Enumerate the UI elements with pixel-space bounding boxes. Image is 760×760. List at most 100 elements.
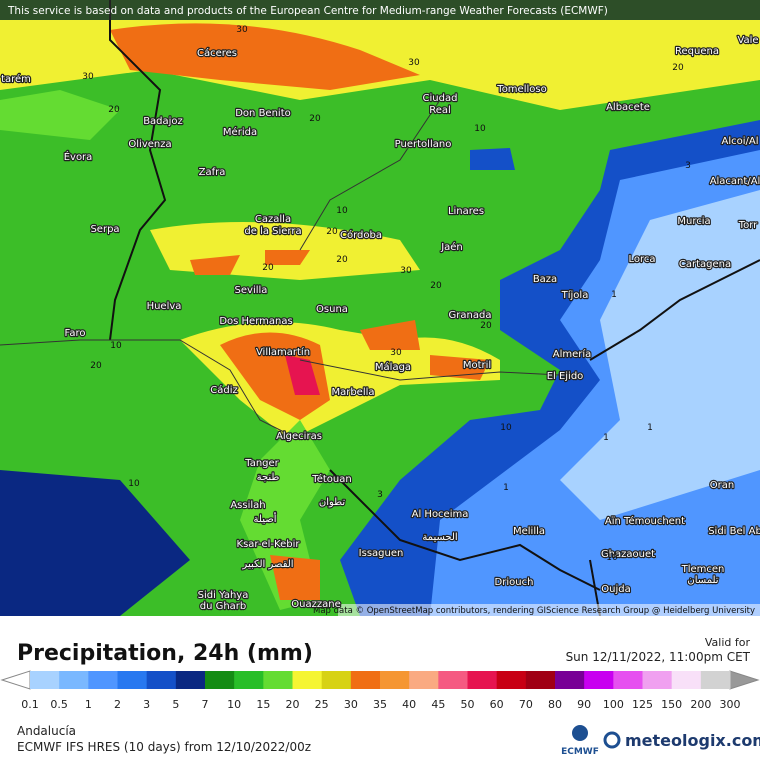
legend-label: 35 <box>373 698 387 711</box>
place-label: de la Sierra <box>244 226 301 237</box>
place-label: Almería <box>553 348 592 360</box>
place-label: Olivenza <box>128 139 171 150</box>
legend-label: 25 <box>315 698 329 711</box>
legend-label: 2 <box>114 698 121 711</box>
contour-label: 10 <box>606 553 618 563</box>
legend-swatch <box>438 671 468 689</box>
banner: This service is based on data and produc… <box>7 5 608 17</box>
place-label: Al Hoceima <box>412 509 469 520</box>
place-label: طنجة <box>257 472 280 483</box>
place-label: Mérida <box>223 126 257 138</box>
place-label: Ciudad <box>423 93 458 104</box>
contour-label: 1 <box>611 290 617 300</box>
place-label: Alacant/Al <box>710 176 760 187</box>
contour-label: 30 <box>408 58 420 68</box>
contour-label: 20 <box>90 361 102 371</box>
place-label: Tomelloso <box>496 84 546 95</box>
legend-label: 0.5 <box>50 698 68 711</box>
place-label: Vale <box>737 35 758 46</box>
contour-label: 30 <box>400 266 412 276</box>
legend-swatch <box>642 671 673 689</box>
contour-label: 20 <box>672 63 684 73</box>
legend-label: 7 <box>202 698 209 711</box>
legend-swatch <box>321 671 352 689</box>
valid-label: Valid for <box>705 636 751 649</box>
legend-label: 100 <box>603 698 624 711</box>
place-label: tarém <box>1 73 31 85</box>
place-label: Córdoba <box>340 229 382 241</box>
legend-label: 20 <box>286 698 300 711</box>
legend-swatch <box>525 671 556 689</box>
contour-label: 20 <box>336 255 348 265</box>
valid-time: Sun 12/11/2022, 11:00pm CET <box>566 650 751 664</box>
legend-swatch <box>292 671 323 689</box>
place-label: Puertollano <box>395 139 452 150</box>
attribution: Map data © OpenStreetMap contributors, r… <box>313 606 755 616</box>
place-label: Ksar-el-Kebir <box>237 539 301 550</box>
place-label: Algeciras <box>276 431 322 442</box>
contour-label: 20 <box>480 321 492 331</box>
legend-label: 45 <box>431 698 445 711</box>
place-label: Faro <box>65 328 86 339</box>
contour-label: 3 <box>377 490 383 500</box>
legend-swatch <box>613 671 643 689</box>
place-label: تطوان <box>319 497 345 508</box>
legend-swatch <box>409 671 439 689</box>
legend-swatch <box>175 671 206 689</box>
legend-swatch <box>380 671 410 689</box>
legend-swatch <box>88 671 118 689</box>
logo: ECMWF <box>561 747 599 757</box>
legend-label: 10 <box>227 698 241 711</box>
legend-swatch <box>700 671 731 689</box>
place-label: Torr <box>738 220 758 231</box>
legend-label: 125 <box>632 698 653 711</box>
legend-swatch <box>30 671 60 689</box>
place-label: Oran <box>710 480 734 491</box>
contour-label: 20 <box>108 105 120 115</box>
contour-label: 10 <box>500 423 512 433</box>
legend-label: 40 <box>402 698 416 711</box>
legend-swatch <box>234 671 264 689</box>
legend-label: 70 <box>519 698 533 711</box>
place-label: Huelva <box>147 301 182 312</box>
place-label: Tanger <box>244 458 279 469</box>
contour-label: 30 <box>236 25 248 35</box>
contour-label: 20 <box>262 263 274 273</box>
region: Andalucía <box>17 724 76 738</box>
place-label: Lorca <box>628 254 655 265</box>
contour-label: 30 <box>390 348 402 358</box>
place-label: تلمسان <box>687 575 718 586</box>
place-label: Don Benito <box>235 108 291 119</box>
legend-label: 200 <box>690 698 711 711</box>
brand: meteologix.com <box>625 731 760 750</box>
place-label: Granada <box>449 310 492 321</box>
legend-swatch <box>467 671 498 689</box>
legend-label: 80 <box>548 698 562 711</box>
contour-label: 10 <box>336 206 348 216</box>
place-label: Marbella <box>331 387 374 398</box>
contour-label: 10 <box>128 479 140 489</box>
contour-label: 10 <box>474 124 486 134</box>
place-label: Melilla <box>513 526 545 537</box>
legend-swatch <box>59 671 89 689</box>
place-label: Oujda <box>601 584 630 595</box>
contour-label: 1 <box>503 483 509 493</box>
title: Precipitation, 24h (mm) <box>17 641 313 666</box>
place-label: Zafra <box>199 167 226 178</box>
legend-swatch <box>146 671 177 689</box>
place-label: Sidi Yahya <box>198 590 249 601</box>
place-label: Requena <box>675 46 719 57</box>
legend-label: 1 <box>85 698 92 711</box>
place-label: Serpa <box>90 224 119 235</box>
place-label: Cádiz <box>210 384 238 396</box>
legend-label: 5 <box>172 698 179 711</box>
legend-swatch <box>117 671 148 689</box>
legend-label: 3 <box>143 698 150 711</box>
place-label: Murcia <box>677 216 710 227</box>
place-label: Albacete <box>606 102 650 113</box>
legend-swatch <box>350 671 381 689</box>
place-label: Cazalla <box>255 214 291 225</box>
legend-swatch <box>555 671 585 689</box>
place-label: Ouazzane <box>291 599 340 610</box>
place-label: Aïn Témouchent <box>605 515 685 527</box>
